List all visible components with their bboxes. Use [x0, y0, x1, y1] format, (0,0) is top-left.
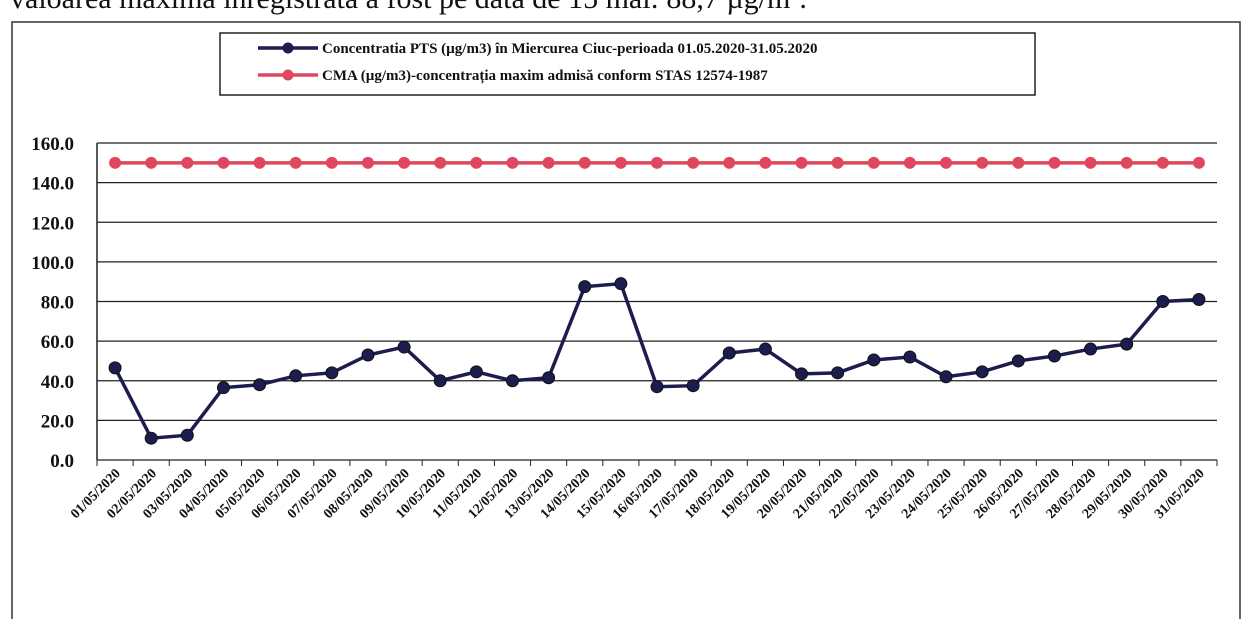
point	[253, 378, 267, 392]
point	[1084, 156, 1097, 169]
point	[795, 367, 809, 381]
legend-label: CMA (µg/m3)-concentrația maxim admisă co…	[322, 68, 768, 84]
point	[361, 348, 375, 362]
point	[542, 371, 556, 385]
point	[289, 369, 303, 383]
point	[108, 361, 122, 375]
point	[325, 156, 338, 169]
point	[217, 156, 230, 169]
point	[216, 381, 230, 395]
point	[1192, 156, 1205, 169]
point	[361, 156, 374, 169]
point	[1012, 156, 1025, 169]
point	[1084, 342, 1098, 356]
point	[434, 156, 447, 169]
point	[614, 277, 628, 291]
chart-frame	[11, 21, 1241, 624]
point	[1011, 354, 1025, 368]
point	[831, 366, 845, 380]
point	[433, 374, 447, 388]
y-tick-label: 80.0	[41, 293, 74, 314]
point	[180, 428, 194, 442]
y-tick-label: 0.0	[50, 451, 74, 472]
y-tick-label: 60.0	[41, 332, 74, 353]
point	[1156, 295, 1170, 308]
point	[398, 156, 411, 169]
point	[722, 346, 736, 360]
legend-label: Concentratia PTS (µg/m3) în Miercurea Ci…	[322, 41, 818, 57]
point	[940, 156, 953, 169]
point	[1047, 349, 1061, 363]
point	[650, 380, 664, 394]
heading: valoarea maximă înregistrată a fost pe d…	[10, 0, 807, 15]
point	[614, 156, 627, 169]
y-tick-label: 120.0	[31, 213, 74, 234]
point	[470, 156, 483, 169]
point	[1192, 293, 1206, 307]
point	[181, 156, 194, 169]
legend-marker	[282, 42, 294, 54]
point	[867, 156, 880, 169]
point	[903, 156, 916, 169]
point	[578, 156, 591, 169]
point	[939, 370, 953, 384]
point	[975, 365, 989, 379]
point	[867, 353, 881, 367]
point	[795, 156, 808, 169]
point	[109, 156, 122, 169]
point	[289, 156, 302, 169]
y-tick-label: 20.0	[41, 411, 74, 432]
point	[686, 379, 700, 393]
point	[145, 156, 158, 169]
point	[469, 365, 483, 379]
point	[578, 280, 592, 294]
point	[723, 156, 736, 169]
y-tick-label: 160.0	[31, 134, 74, 155]
point	[687, 156, 700, 169]
y-tick-label: 140.0	[31, 174, 74, 195]
y-tick-label: 100.0	[31, 253, 74, 274]
point	[1120, 337, 1134, 351]
point	[1120, 156, 1133, 169]
point	[651, 156, 663, 169]
point	[1156, 156, 1169, 169]
point	[397, 340, 411, 354]
point	[759, 156, 772, 169]
point	[1048, 156, 1061, 169]
series-line	[113, 281, 1200, 441]
point	[542, 156, 555, 169]
point	[506, 156, 519, 169]
legend-marker	[282, 69, 294, 81]
point	[903, 350, 917, 364]
point	[831, 156, 844, 169]
point	[976, 156, 989, 169]
legend-box	[219, 32, 1036, 96]
y-tick-label: 40.0	[41, 372, 74, 393]
point	[253, 156, 266, 169]
point	[758, 342, 772, 356]
point	[325, 366, 339, 380]
point	[505, 374, 519, 388]
point	[144, 431, 158, 445]
